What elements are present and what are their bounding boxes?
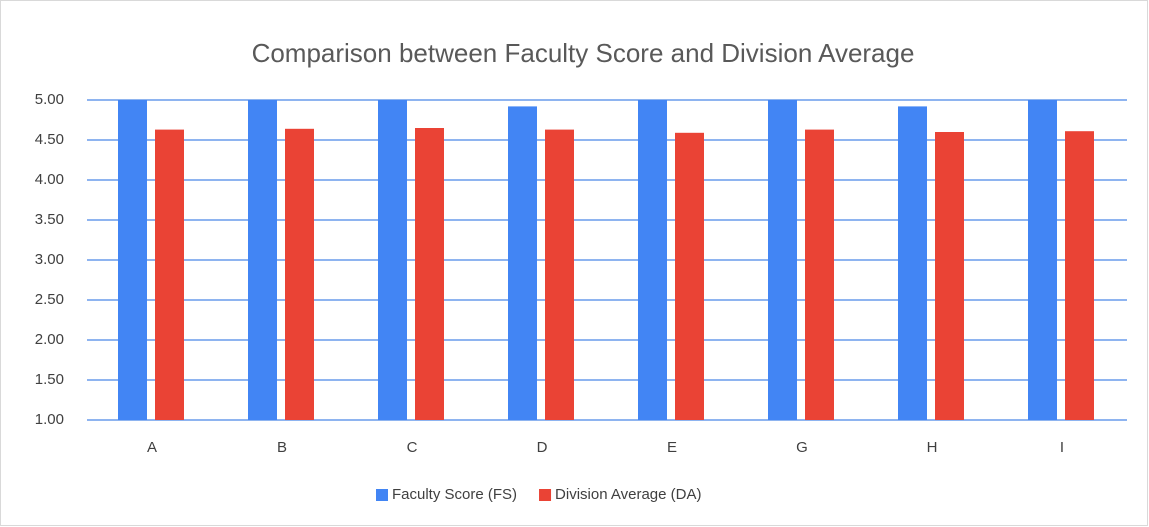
chart-title: Comparison between Faculty Score and Div… xyxy=(252,38,915,68)
y-tick-label: 5.00 xyxy=(35,91,64,108)
y-tick-label: 1.50 xyxy=(35,371,64,388)
x-tick-label: H xyxy=(927,439,938,456)
bar xyxy=(1065,131,1094,420)
bar xyxy=(638,100,667,420)
x-tick-label: G xyxy=(796,439,808,456)
legend-swatch xyxy=(539,489,552,501)
y-tick-label: 1.00 xyxy=(35,411,64,428)
y-tick-label: 4.00 xyxy=(35,171,64,188)
bar xyxy=(415,128,444,420)
x-tick-label: C xyxy=(407,439,418,456)
bar xyxy=(545,129,574,420)
legend-label: Faculty Score (FS) xyxy=(392,486,517,503)
bar xyxy=(118,100,147,420)
y-tick-label: 2.00 xyxy=(35,331,64,348)
bar xyxy=(805,129,834,420)
bar xyxy=(248,100,277,420)
legend-label: Division Average (DA) xyxy=(555,486,701,503)
x-tick-label: I xyxy=(1060,439,1064,456)
x-tick-label: D xyxy=(537,439,548,456)
x-tick-label: E xyxy=(667,439,677,456)
bar xyxy=(378,100,407,420)
bar xyxy=(898,106,927,421)
bar xyxy=(508,106,537,421)
bar xyxy=(285,128,314,421)
y-tick-label: 4.50 xyxy=(35,131,64,148)
bar xyxy=(675,132,704,421)
bar xyxy=(155,129,184,420)
x-tick-label: A xyxy=(147,439,157,456)
bar xyxy=(768,100,797,420)
bar xyxy=(1028,100,1057,420)
x-tick-label: B xyxy=(277,439,287,456)
y-tick-label: 3.50 xyxy=(35,211,64,228)
legend-swatch xyxy=(376,489,388,501)
y-tick-label: 3.00 xyxy=(35,251,64,268)
bar xyxy=(935,132,964,420)
y-tick-label: 2.50 xyxy=(35,291,64,308)
